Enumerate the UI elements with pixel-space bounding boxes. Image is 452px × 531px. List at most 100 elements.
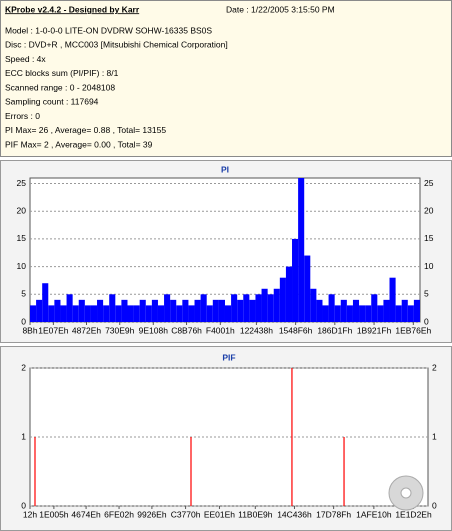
info-line: Errors : 0: [5, 111, 40, 121]
bar: [206, 305, 213, 322]
info-panel: [0, 0, 452, 157]
chart: PI 0 0 5 5 10 10 15 15 20 20 25 25 8Bh 1E07Eh 4872Eh 730…: [17, 164, 434, 335]
info-line: Disc : DVD+R , MCC003 [Mitsubishi Chemic…: [5, 40, 228, 50]
bar: [218, 299, 225, 322]
bar: [383, 299, 390, 322]
bar: [72, 305, 79, 322]
info-line: PIF Max= 2 , Average= 0.00 , Total= 39: [5, 139, 153, 149]
plot-area: [29, 367, 429, 507]
plot-area: [29, 177, 421, 323]
bar: [78, 299, 85, 322]
y-tick-label-right: 10: [424, 261, 434, 271]
bar: [200, 294, 207, 322]
x-tick-label: 17D78Fh: [316, 509, 351, 519]
x-tick-label: 1EB76Eh: [395, 325, 431, 335]
x-tick-label: 1548F6h: [279, 325, 313, 335]
info-line: Model : 1-0-0-0 LITE-ON DVDRW SOHW-16335…: [5, 25, 212, 35]
x-tick-label: 1AFE10h: [356, 509, 392, 519]
bar: [30, 305, 37, 322]
bar: [224, 305, 232, 322]
x-tick-label: 11B0E9h: [238, 509, 273, 519]
bar: [109, 294, 116, 322]
x-tick-label: F4001h: [206, 325, 235, 335]
bar: [292, 238, 299, 322]
bar: [322, 305, 329, 322]
bar: [84, 305, 91, 322]
bar: [97, 299, 104, 322]
bar: [182, 299, 189, 322]
info-line: Sampling count : 117694: [5, 97, 99, 107]
bar: [151, 299, 158, 322]
y-tick-label-right: 1: [432, 431, 437, 441]
y-tick-label-right: 0: [424, 316, 429, 326]
x-tick-label: 1E1D2Eh: [395, 509, 432, 519]
bar: [407, 305, 414, 322]
bar: [371, 294, 378, 322]
bar: [310, 288, 317, 322]
bar: [261, 288, 268, 322]
x-tick-label: 4872Eh: [72, 325, 102, 335]
disc-icon: [388, 475, 424, 511]
y-tick-label: 0: [21, 500, 26, 510]
bar: [145, 305, 152, 322]
info-line: Speed : 4x: [5, 54, 46, 64]
bar: [170, 299, 177, 322]
x-tick-label: C3770h: [171, 509, 201, 519]
bar: [255, 294, 262, 322]
x-tick-label: 8Bh: [22, 325, 37, 335]
bar: [139, 299, 146, 322]
y-tick-label-right: 25: [424, 178, 434, 188]
bar: [60, 305, 67, 322]
x-tick-label: 730E9h: [105, 325, 135, 335]
info-line: PI Max= 26 , Average= 0.88 , Total= 1315…: [5, 125, 166, 135]
bar: [377, 305, 384, 322]
bar: [304, 255, 311, 322]
bar: [231, 294, 238, 322]
bar: [90, 305, 98, 322]
y-tick-label: 1: [21, 431, 26, 441]
bar: [365, 305, 372, 322]
bar: [176, 305, 183, 322]
bar: [188, 305, 195, 322]
bar: [164, 294, 171, 322]
bar: [115, 305, 122, 322]
bar: [249, 299, 256, 322]
bar: [133, 305, 140, 322]
bar: [395, 305, 402, 322]
info-line: ECC blocks sum (PI/PIF) : 8/1: [5, 68, 119, 78]
bar: [401, 299, 408, 322]
chart-title: PIF: [222, 352, 235, 362]
bar: [359, 305, 366, 322]
chart: PIF 0 0 1 1 2 2 12h 1E005h 4674Eh 6FE02h 9926Eh C377…: [21, 352, 437, 519]
x-tick-label: 4674Eh: [71, 509, 101, 519]
y-tick-label: 15: [17, 233, 27, 243]
bar: [42, 283, 49, 322]
x-tick-label: 186D1Fh: [317, 325, 352, 335]
x-tick-label: 1B921Fh: [357, 325, 392, 335]
x-tick-label: C8B76h: [171, 325, 202, 335]
bar: [48, 305, 55, 322]
bar: [54, 299, 61, 322]
y-tick-label-right: 5: [424, 289, 429, 299]
bar: [346, 305, 353, 322]
y-tick-label: 5: [21, 289, 26, 299]
x-tick-label: 12h: [23, 509, 37, 519]
x-tick-label: 9926Eh: [137, 509, 167, 519]
bar: [389, 277, 396, 322]
bar: [273, 288, 280, 322]
x-tick-label: 122438h: [240, 325, 273, 335]
bar: [121, 299, 128, 322]
x-tick-label: 1E005h: [39, 509, 69, 519]
bar: [157, 305, 165, 322]
bar: [243, 294, 250, 322]
app-title: KProbe v2.4.2 - Designed by Karr: [5, 4, 140, 14]
bar: [103, 305, 110, 322]
bar: [127, 305, 134, 322]
bar: [413, 299, 420, 322]
y-tick-label-right: 2: [432, 362, 437, 372]
bar: [237, 299, 244, 322]
x-tick-label: 9E108h: [139, 325, 169, 335]
bar: [194, 299, 201, 322]
y-tick-label-right: 20: [424, 205, 434, 215]
